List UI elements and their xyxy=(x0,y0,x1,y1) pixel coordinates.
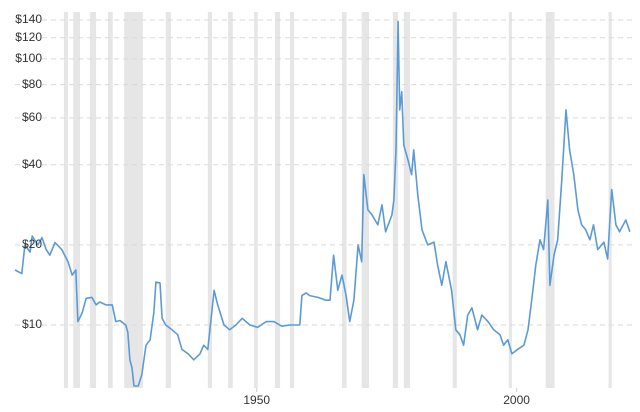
recession-band xyxy=(452,12,457,388)
y-tick-label: $60 xyxy=(22,110,42,124)
recession-band xyxy=(608,12,612,388)
recession-band xyxy=(545,12,555,388)
recession-band xyxy=(341,12,347,388)
x-tick-label: 1950 xyxy=(243,393,270,407)
y-tick-label: $40 xyxy=(22,157,42,171)
recession-band xyxy=(228,12,233,388)
recession-band xyxy=(361,12,369,388)
recession-band xyxy=(508,12,512,388)
y-tick-label: $80 xyxy=(22,77,42,91)
recession-band xyxy=(207,12,213,388)
grid xyxy=(15,19,632,392)
recession-band xyxy=(165,12,171,388)
y-tick-label: $140 xyxy=(15,12,42,26)
recession-band xyxy=(73,12,80,388)
recession-band xyxy=(124,12,143,388)
recession-band xyxy=(254,12,258,388)
x-tick-label: 2000 xyxy=(503,393,530,407)
axis-labels: $10 $20 $40 $60 $80 $100 $120 $140 1950 2000 xyxy=(15,12,530,407)
y-tick-label: $20 xyxy=(22,237,42,251)
series-line xyxy=(14,20,631,387)
y-tick-label: $10 xyxy=(22,317,42,331)
recession-band xyxy=(108,12,113,388)
recession-band xyxy=(89,12,97,388)
recession-bands xyxy=(63,12,612,388)
recession-band xyxy=(403,12,411,388)
recession-band xyxy=(63,12,69,388)
y-tick-label: $120 xyxy=(15,30,42,44)
y-tick-label: $100 xyxy=(15,51,42,65)
recession-band xyxy=(274,12,281,388)
recession-band xyxy=(392,12,399,388)
recession-band xyxy=(289,12,295,388)
plot xyxy=(14,20,631,387)
